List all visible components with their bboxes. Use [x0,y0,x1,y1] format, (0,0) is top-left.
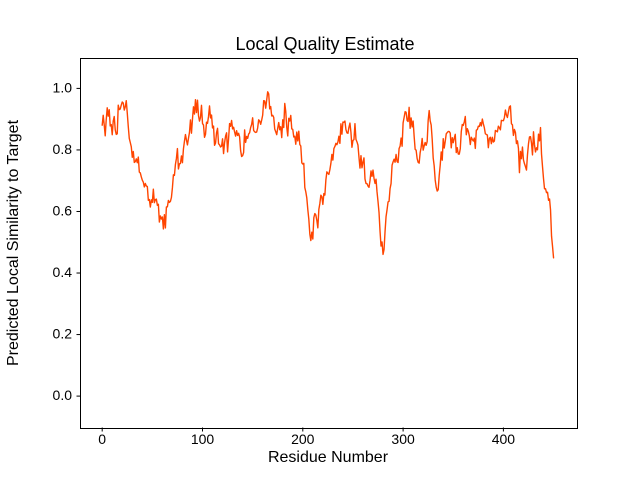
svg-text:Predicted Local Similarity to: Predicted Local Similarity to Target [5,119,22,366]
svg-text:1.0: 1.0 [53,79,73,95]
svg-text:0.4: 0.4 [53,264,73,280]
svg-text:200: 200 [291,431,315,447]
svg-text:0: 0 [98,431,106,447]
svg-text:300: 300 [391,431,415,447]
svg-text:0.8: 0.8 [53,141,73,157]
svg-text:0.2: 0.2 [53,326,73,342]
svg-text:Local Quality Estimate: Local Quality Estimate [235,34,414,54]
svg-text:0.0: 0.0 [53,387,73,403]
svg-text:100: 100 [191,431,215,447]
svg-text:Residue Number: Residue Number [268,449,389,466]
svg-text:0.6: 0.6 [53,202,73,218]
svg-text:400: 400 [492,431,516,447]
